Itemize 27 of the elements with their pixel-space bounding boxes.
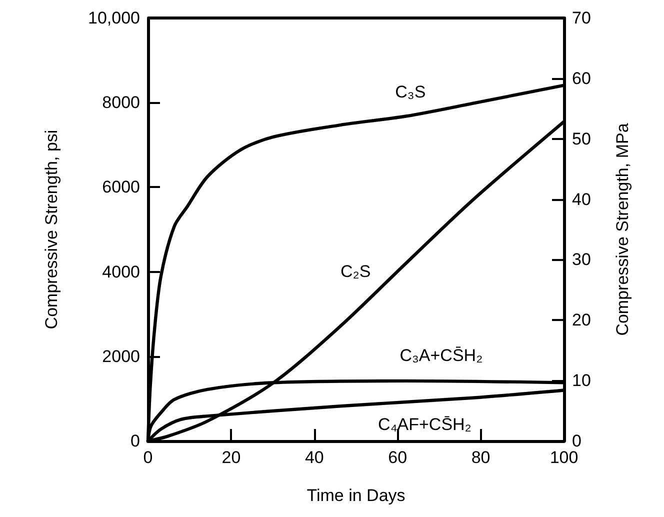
series-label: C₃S [395,82,426,102]
x-tick-label: 20 [222,448,241,467]
y2-tick-label: 20 [572,310,591,330]
y-axis-title: Compressive Strength, psi [42,130,61,330]
y2-axis-title: Compressive Strength, MPa [613,122,632,336]
y2-tick-label: 50 [572,129,591,148]
x-tick-label: 60 [388,448,408,467]
y2-tick-label: 0 [572,432,582,450]
y-tick-label: 2000 [102,346,140,366]
y-tick-label: 4000 [102,262,140,282]
y-tick-label: 10,000 [88,8,140,28]
x-tick-label: 100 [550,448,578,467]
series-label: C₄AF+CS̄H₂ [378,415,472,434]
y-tick-label: 8000 [102,93,140,112]
x-tick-label: 80 [471,448,490,467]
y2-tick-label: 10 [572,371,591,390]
y2-tick-label: 30 [572,250,591,270]
y-tick-label: 6000 [102,178,140,197]
y2-tick-label: 70 [572,8,591,28]
y-tick-label: 0 [130,432,140,450]
x-tick-label: 40 [304,448,324,467]
x-axis-title: Time in Days [306,486,406,505]
y2-tick-label: 60 [572,68,591,88]
y2-tick-label: 40 [572,190,591,209]
series-label: C₃A+CS̄H₂ [400,346,483,365]
series-label: C₂S [340,262,371,281]
x-tick-label: 0 [143,448,153,467]
